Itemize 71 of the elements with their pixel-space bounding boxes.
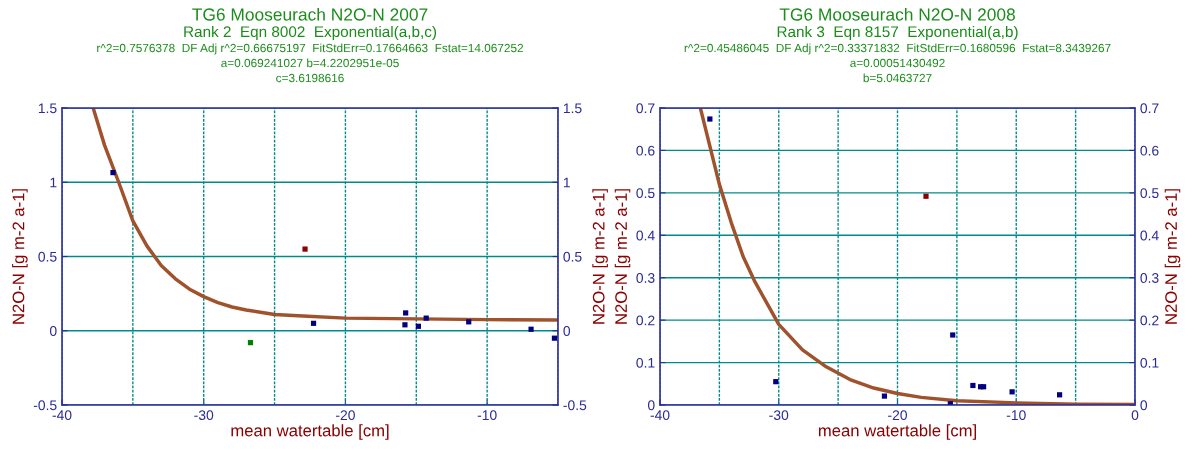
point (1009, 389, 1015, 395)
chart-subtitle: Rank 3 Eqn 8157 Exponential(a,b) (777, 25, 1018, 41)
line-series (91, 108, 558, 322)
point (310, 320, 317, 326)
y-tick-label: -0.5 (33, 400, 57, 411)
y2-tick-label: -0.5 (563, 400, 587, 411)
text: r^2=0.45486045 DF Adj r^2=0.33371832 FitStdErr=0.1680596 Fstat=8.3439267 (684, 43, 1111, 55)
point (551, 335, 558, 341)
y2-tick-label: 0.5 (563, 251, 582, 262)
point (110, 170, 116, 176)
y2-axis-title: N2O-N [g m-2 a-1] (1164, 189, 1181, 324)
point (707, 116, 713, 122)
y2-tick-label: 0 (1140, 400, 1148, 411)
x-tick-label: -10 (477, 410, 497, 421)
x-axis-title: mean watertable [cm] (818, 424, 976, 440)
y-tick-label: 0.2 (636, 315, 655, 326)
point (403, 310, 409, 316)
y-tick-label: 0.4 (636, 230, 655, 241)
chart-title: TG6 Mooseurach N2O-N 2008 (779, 7, 1015, 21)
text: b=5.0463727 (863, 73, 932, 83)
y-tick-label: 0 (647, 400, 655, 411)
point (881, 393, 888, 399)
y2-tick-label: 0 (563, 326, 571, 336)
x-axis-title: mean watertable [cm] (231, 424, 389, 440)
point (415, 323, 422, 329)
y-tick-label: 0.6 (636, 145, 655, 156)
chart-title: TG6 Mooseurach N2O-N 2007 (192, 7, 428, 21)
y2-tick-label: 1.5 (563, 103, 582, 114)
point (423, 315, 429, 321)
point (950, 332, 956, 338)
y-tick-label: 0.7 (636, 103, 655, 114)
x-tick-label: 0 (1131, 410, 1139, 421)
text: r^2=0.7576378 DF Adj r^2=0.66675197 FitStdErr=0.17664663 Fstat=14.067252 (97, 43, 524, 55)
y-axis-title: N2O-N [g m-2 a-1] (12, 189, 28, 324)
x-tick-label: -40 (52, 410, 72, 421)
y-tick-label: 0.3 (636, 273, 655, 283)
text: a=0.00051430492 (850, 58, 945, 68)
point (970, 382, 976, 389)
y2-tick-label: 0.6 (1140, 145, 1159, 156)
x-tick-label: -20 (888, 410, 907, 421)
chart-subtitle: Rank 2 Eqn 8002 Exponential(a,b,c) (184, 25, 437, 41)
y2-tick-label: 0.7 (1140, 103, 1159, 114)
y2-tick-label: 0.2 (1140, 315, 1159, 326)
y2-axis-title: N2O-N [g m-2 a-1] (592, 189, 608, 324)
point (247, 340, 254, 346)
point (923, 193, 929, 199)
point (1056, 392, 1063, 398)
y2-tick-label: 0.1 (1140, 357, 1159, 368)
y-tick-label: 1.5 (38, 103, 57, 114)
y-axis-title: N2O-N [g m-2 a-1] (614, 189, 631, 324)
x-tick-label: -20 (336, 410, 355, 421)
y-tick-label: 0 (49, 326, 57, 336)
y2-tick-label: 0.3 (1140, 273, 1159, 283)
x-tick-label: -40 (650, 410, 670, 421)
y2-tick-label: 0.4 (1140, 230, 1159, 241)
point (773, 379, 779, 385)
y-tick-label: 0.5 (636, 188, 655, 199)
text: a=0.069241027 b=4.2202951e-05 (221, 58, 399, 68)
point (466, 319, 472, 325)
y2-tick-label: 0.5 (1140, 188, 1159, 199)
x-tick-label: -30 (194, 410, 214, 421)
text: c=3.6198616 (276, 73, 344, 83)
y-tick-label: 1 (50, 177, 57, 188)
x-tick-label: -30 (769, 410, 789, 421)
point (528, 326, 534, 332)
y-tick-label: 0.1 (636, 357, 655, 368)
x-tick-label: -10 (1006, 410, 1026, 421)
y-tick-label: 0.5 (38, 251, 57, 262)
point (302, 246, 308, 252)
point (402, 322, 408, 328)
y2-tick-label: 1 (563, 177, 570, 188)
